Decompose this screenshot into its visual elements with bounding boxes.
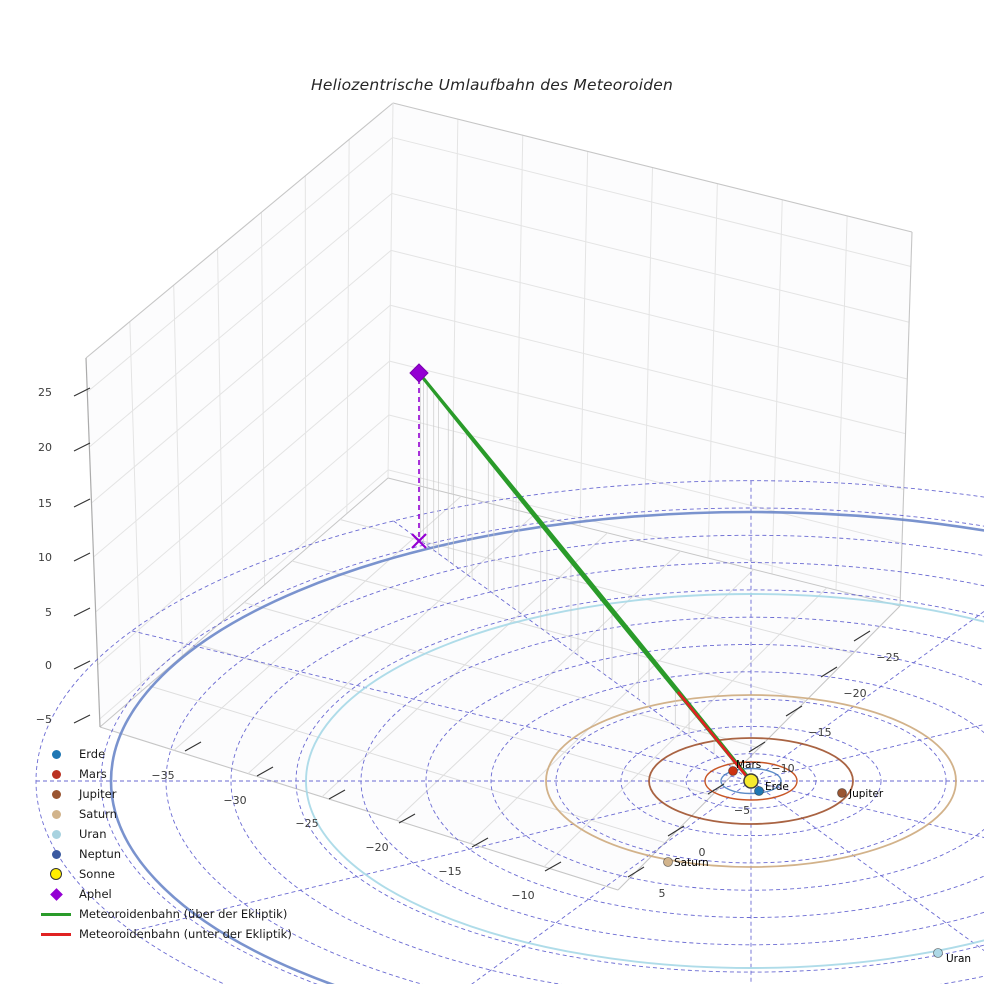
legend-label: Neptun (79, 847, 122, 861)
legend-item-1: Mars (33, 764, 292, 784)
planet-dot-saturn (663, 857, 673, 867)
meteoroid-line-red (676, 691, 754, 784)
legend-dot-marker (33, 769, 79, 779)
planet-dot-mars (728, 766, 738, 776)
ticks: 25 20 15 10 5 0 −5 −35 −30 −25 −20 −15 −10 5 0 −5 −10 −15… (36, 386, 900, 902)
planet-dot-uran (933, 948, 943, 958)
z-tick-label: 0 (45, 659, 52, 672)
legend-dot-marker (33, 809, 79, 819)
legend-item-2: Jupiter (33, 784, 292, 804)
y-tick-label: 0 (699, 846, 706, 859)
planet-dot-erde (754, 786, 764, 796)
legend-label: Meteoroidenbahn (über der Ekliptik) (79, 907, 288, 921)
legend-label: Sonne (79, 867, 115, 881)
legend-item-9: Meteoroidenbahn (unter der Ekliptik) (33, 924, 292, 944)
sun-marker (743, 773, 759, 789)
legend-diamond-marker (33, 887, 79, 901)
legend: Erde Mars Jupiter Saturn Uran Neptun Sonne Aphe… (33, 744, 292, 944)
legend-line-swatch (33, 912, 79, 916)
legend-label: Uran (79, 827, 107, 841)
planets: Mars Erde Jupiter Saturn Uran (663, 759, 971, 965)
legend-dot-marker (33, 849, 79, 859)
orbit-saturn (545, 694, 957, 868)
legend-item-5: Neptun (33, 844, 292, 864)
legend-item-0: Erde (33, 744, 292, 764)
legend-label: Jupiter (79, 787, 117, 801)
x-tick-label: −20 (365, 841, 388, 854)
z-tick-label: 5 (45, 606, 52, 619)
legend-dot-marker (33, 789, 79, 799)
z-tick-label: 20 (38, 441, 52, 454)
y-tick-label: −25 (876, 651, 899, 664)
y-tick-label: −10 (771, 762, 794, 775)
legend-label: Erde (79, 747, 106, 761)
z-tick-label: 25 (38, 386, 52, 399)
legend-item-3: Saturn (33, 804, 292, 824)
planet-orbits (109, 510, 984, 984)
x-tick-label: −10 (511, 889, 534, 902)
legend-line-swatch (33, 932, 79, 936)
aphel-x-marker (411, 533, 427, 549)
legend-label: Saturn (79, 807, 117, 821)
orbit-uran (305, 593, 984, 969)
y-tick-label: −20 (843, 687, 866, 700)
legend-label: Meteoroidenbahn (unter der Ekliptik) (79, 927, 292, 941)
x-tick-label: −15 (438, 865, 461, 878)
planet-label-saturn: Saturn (674, 857, 709, 869)
legend-label: Aphel (79, 887, 112, 901)
legend-item-8: Meteoroidenbahn (über der Ekliptik) (33, 904, 292, 924)
y-tick-label: 5 (659, 887, 666, 900)
planet-label-erde: Erde (765, 781, 789, 793)
legend-dot-marker (33, 829, 79, 839)
planet-label-jupiter: Jupiter (848, 788, 884, 800)
planet-label-mars: Mars (736, 759, 761, 771)
legend-sun-marker (33, 868, 79, 880)
meteoroid-orbit (417, 372, 755, 785)
legend-item-7: Aphel (33, 884, 292, 904)
legend-item-4: Uran (33, 824, 292, 844)
planet-dot-jupiter (837, 788, 847, 798)
x-tick-label: −30 (223, 794, 246, 807)
aphel-marker (409, 363, 429, 383)
orbit-jupiter (648, 737, 854, 825)
legend-label: Mars (79, 767, 107, 781)
chart-title: Heliozentrische Umlaufbahn des Meteoroid… (310, 76, 673, 94)
x-tick-label: −25 (295, 817, 318, 830)
orbit-erde (720, 767, 782, 795)
y-tick-label: −15 (808, 726, 831, 739)
stems (419, 374, 733, 768)
orbit-mars (704, 761, 798, 801)
legend-item-6: Sonne (33, 864, 292, 884)
orbit-neptun (109, 510, 984, 984)
z-tick-label: 15 (38, 497, 52, 510)
x-tick-label: −35 (151, 769, 174, 782)
z-tick-label: 10 (38, 551, 52, 564)
wall-grid (86, 119, 912, 720)
legend-dot-marker (33, 749, 79, 759)
y-tick-label: −5 (734, 804, 750, 817)
z-tick-label: −5 (36, 713, 52, 726)
planet-label-uran: Uran (946, 953, 971, 965)
